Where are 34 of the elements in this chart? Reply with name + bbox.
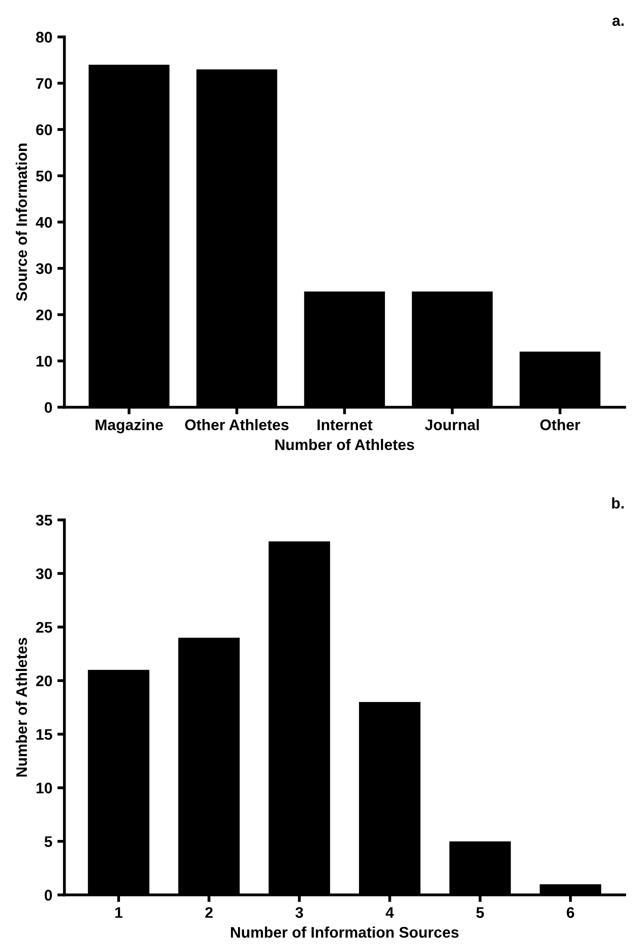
y-tick-label: 10 [36, 782, 52, 794]
y-tick-label: 80 [36, 32, 52, 43]
x-tick-label: Magazine [96, 419, 163, 434]
x-tick-label: 4 [386, 907, 394, 918]
y-tick-label: 60 [36, 124, 52, 136]
y-tick-label: 0 [44, 402, 52, 413]
x-tick-label: 1 [115, 907, 122, 918]
x-tick-label: Journal [424, 419, 479, 430]
y-tick-label: 50 [36, 170, 52, 182]
x-tick-label: Internet [318, 420, 372, 430]
text: a. [612, 18, 624, 26]
y-tick-label: 30 [36, 263, 52, 274]
y-tick-label: 40 [36, 216, 52, 228]
y-tick-label: 30 [36, 568, 52, 580]
y-tick-label: 10 [36, 356, 52, 367]
x-axis-title: Number of Athletes [275, 438, 414, 450]
x-tick-label: Other [540, 419, 580, 430]
x-tick-label: 3 [295, 907, 304, 918]
y-tick-label: 5 [44, 836, 52, 848]
y-tick-label: 25 [36, 622, 52, 633]
y-tick-label: 15 [36, 729, 52, 740]
y-tick-label: 70 [36, 78, 52, 89]
y-tick-label: 35 [36, 514, 52, 526]
x-tick-label: Other Athletes [185, 419, 289, 430]
x-axis-title: Number of Information Sources [230, 926, 459, 938]
text: b. [612, 497, 624, 509]
y-tick-label: 20 [36, 675, 52, 686]
x-tick-label: 6 [566, 907, 574, 918]
x-tick-label: 2 [205, 907, 213, 918]
y-tick-label: 20 [36, 310, 52, 320]
y-axis-title: Number of Athletes [16, 638, 28, 777]
y-tick-label: 0 [44, 890, 52, 901]
y-axis-title: Source of Information [16, 144, 28, 301]
x-tick-label: 5 [476, 907, 484, 918]
